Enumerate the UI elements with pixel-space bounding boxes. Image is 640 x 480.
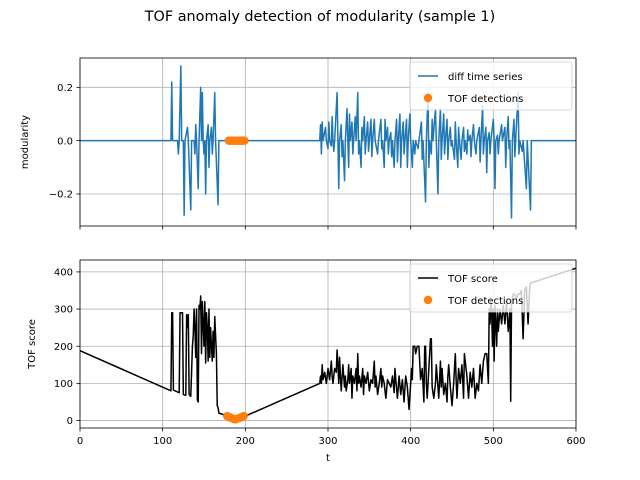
- legend-label: TOF detections: [447, 296, 523, 307]
- legend-marker-swatch: [423, 93, 433, 103]
- y-tick-label: 0: [67, 416, 73, 427]
- x-tick-label: 500: [484, 436, 503, 447]
- x-tick-label: 100: [153, 436, 172, 447]
- x-tick-label: 400: [401, 436, 420, 447]
- y-tick-label: 400: [54, 267, 73, 278]
- x-tick-label: 600: [566, 436, 585, 447]
- y-axis-label: modularity: [20, 115, 31, 169]
- y-axis-label: TOF score: [27, 319, 38, 370]
- y-tick-label: 100: [54, 379, 73, 390]
- x-tick-label: 0: [77, 436, 83, 447]
- legend: diff time series TOF detections: [409, 61, 573, 111]
- x-tick-label: 200: [236, 436, 255, 447]
- y-tick-label: 0.0: [57, 136, 73, 147]
- tof-score-line: [80, 267, 576, 420]
- legend-label: diff time series: [448, 72, 523, 83]
- figure-title: TOF anomaly detection of modularity (sam…: [144, 9, 495, 25]
- y-tick-label: 200: [54, 342, 73, 353]
- legend: TOF score TOF detections: [409, 263, 573, 313]
- tof-detection-point: [239, 411, 248, 421]
- bottom-axes: 0 100 200 300 400 500 600 0 100 200 300 400 t TOF sco…: [27, 259, 586, 464]
- legend-box: [409, 61, 573, 111]
- x-tick-label: 300: [318, 436, 337, 447]
- legend-label: TOF score: [447, 274, 498, 285]
- tof-detection-point: [240, 136, 249, 145]
- legend-label: TOF detections: [447, 94, 523, 105]
- y-tick-label: −0.2: [49, 190, 73, 201]
- plot-area: [80, 267, 576, 424]
- legend-box: [409, 263, 573, 313]
- diff-time-series-line: [80, 65, 576, 219]
- plot-area: [80, 65, 576, 219]
- y-tick-label: 300: [54, 305, 73, 316]
- y-tick-label: 0.2: [57, 83, 73, 94]
- legend-marker-swatch: [423, 295, 433, 305]
- top-axes: −0.2 0.0 0.2 modularity diff time series TOF …: [20, 57, 577, 230]
- x-axis-label: t: [326, 453, 330, 464]
